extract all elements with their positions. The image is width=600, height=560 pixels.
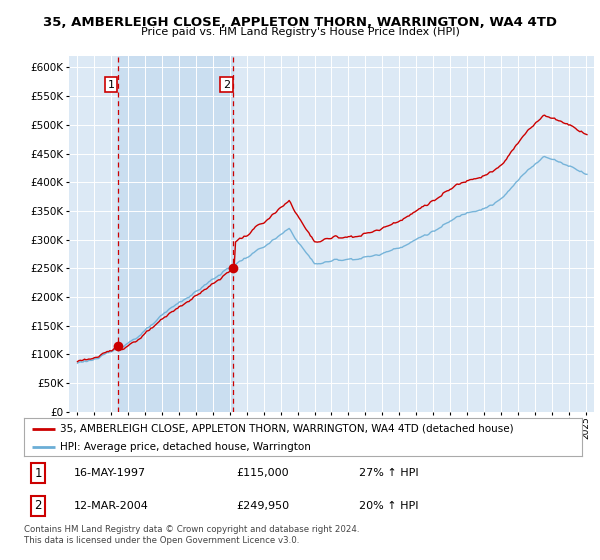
Text: 2: 2 — [34, 499, 42, 512]
Text: 1: 1 — [107, 80, 115, 90]
Text: 35, AMBERLEIGH CLOSE, APPLETON THORN, WARRINGTON, WA4 4TD (detached house): 35, AMBERLEIGH CLOSE, APPLETON THORN, WA… — [60, 423, 514, 433]
Text: 12-MAR-2004: 12-MAR-2004 — [74, 501, 149, 511]
Text: HPI: Average price, detached house, Warrington: HPI: Average price, detached house, Warr… — [60, 442, 311, 452]
Text: 20% ↑ HPI: 20% ↑ HPI — [359, 501, 418, 511]
Text: £115,000: £115,000 — [236, 468, 289, 478]
Text: £249,950: £249,950 — [236, 501, 289, 511]
Text: 35, AMBERLEIGH CLOSE, APPLETON THORN, WARRINGTON, WA4 4TD: 35, AMBERLEIGH CLOSE, APPLETON THORN, WA… — [43, 16, 557, 29]
Text: 1: 1 — [34, 467, 42, 480]
Text: 2: 2 — [223, 80, 230, 90]
Text: Contains HM Land Registry data © Crown copyright and database right 2024.
This d: Contains HM Land Registry data © Crown c… — [24, 525, 359, 545]
Text: Price paid vs. HM Land Registry's House Price Index (HPI): Price paid vs. HM Land Registry's House … — [140, 27, 460, 37]
Bar — [118, 56, 233, 412]
Text: 16-MAY-1997: 16-MAY-1997 — [74, 468, 146, 478]
Text: 27% ↑ HPI: 27% ↑ HPI — [359, 468, 418, 478]
